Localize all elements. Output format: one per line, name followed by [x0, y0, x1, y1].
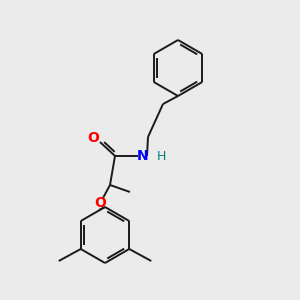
- Text: H: H: [156, 149, 166, 163]
- Text: O: O: [87, 131, 99, 145]
- Text: N: N: [137, 149, 149, 163]
- Text: O: O: [94, 196, 106, 210]
